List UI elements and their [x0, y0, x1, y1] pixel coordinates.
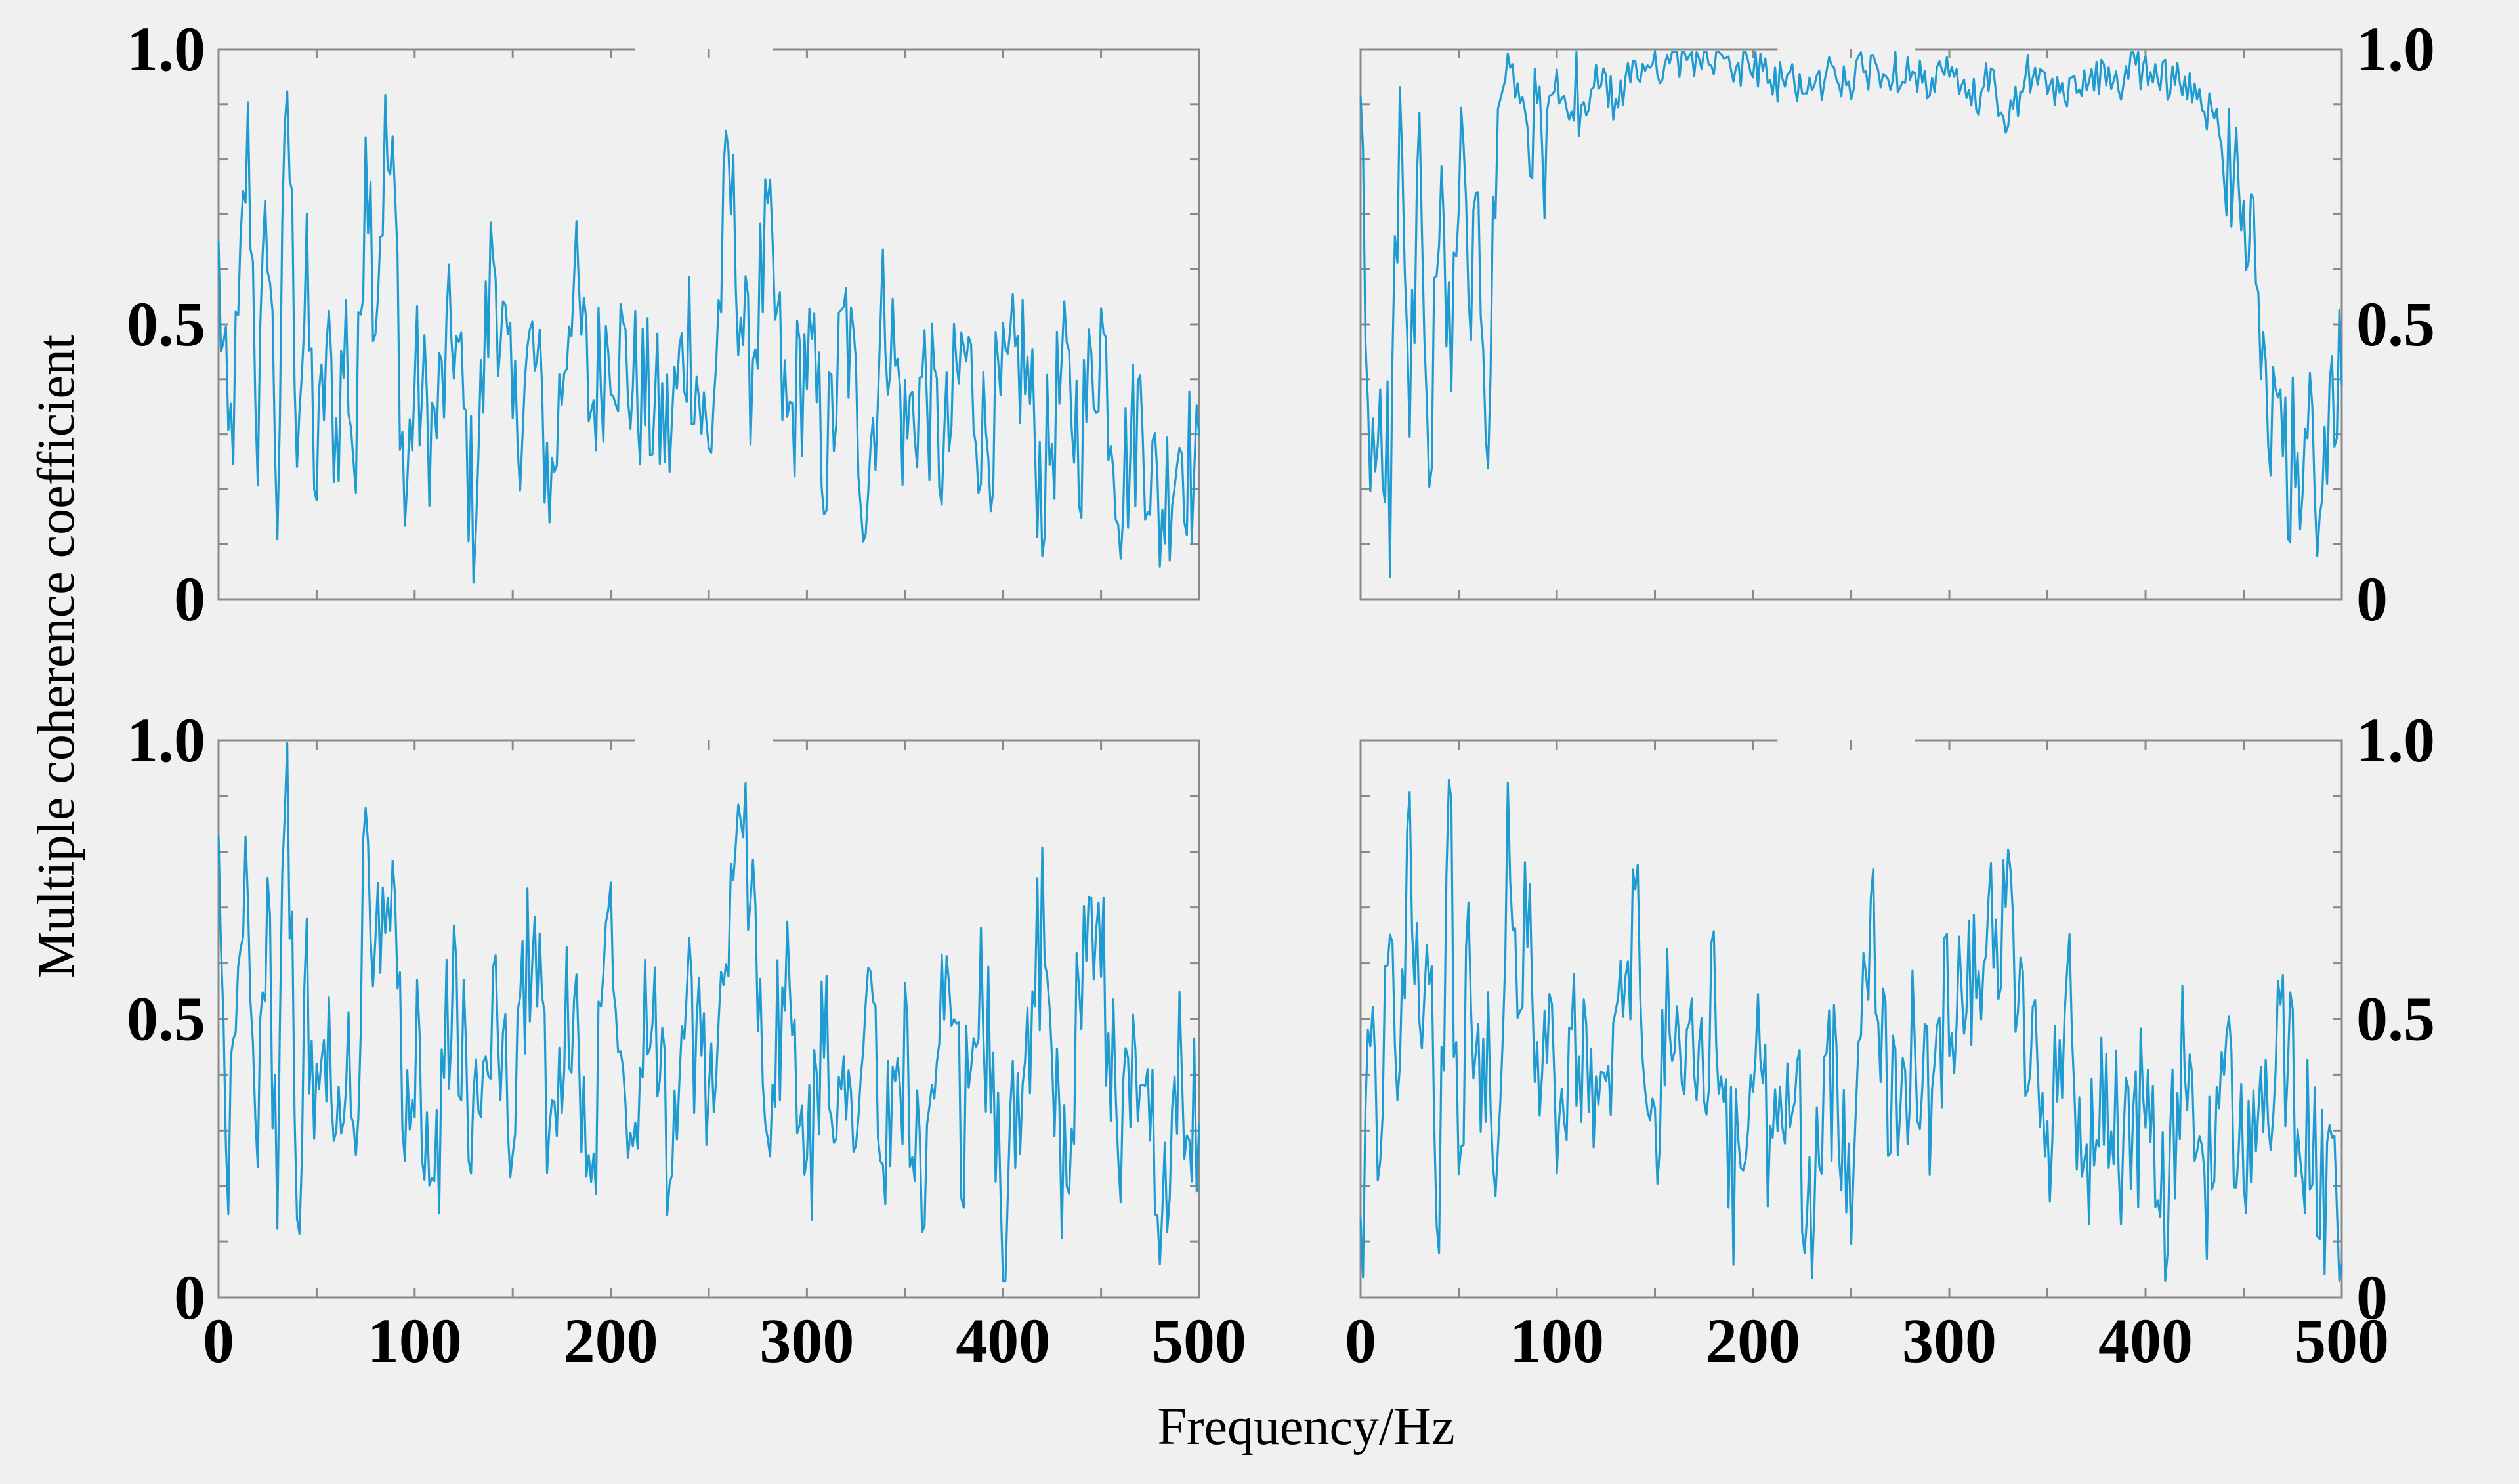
- x-tick-label: 400: [2098, 1305, 2193, 1376]
- frame-gap: [1777, 736, 1915, 744]
- y-tick-label: 0.5: [127, 289, 205, 359]
- x-tick-label: 500: [2295, 1305, 2389, 1376]
- frame-gap: [635, 45, 773, 53]
- y-tick-label: 1.0: [127, 705, 205, 775]
- y-tick-label: 0: [174, 564, 205, 634]
- y-tick-label: 0.5: [127, 984, 205, 1054]
- x-tick-label: 0: [203, 1305, 234, 1376]
- series-line: [1359, 51, 2343, 578]
- x-axis-title: Frequency/Hz: [1157, 1398, 1454, 1456]
- x-tick-label: 0: [1345, 1305, 1376, 1376]
- x-tick-label: 300: [1902, 1305, 1997, 1376]
- y-tick-label: 0: [2356, 564, 2388, 634]
- x-tick-label: 100: [368, 1305, 462, 1376]
- y-axis-title: Multiple coherence coefficient: [28, 335, 85, 978]
- x-tick-label: 300: [759, 1305, 854, 1376]
- y-tick-label: 1.0: [2356, 705, 2435, 775]
- y-tick-label: 0.5: [2356, 289, 2435, 359]
- frame-gap: [1777, 45, 1915, 53]
- x-tick-label: 100: [1510, 1305, 1604, 1376]
- plot-frame: [1359, 48, 2343, 601]
- frame-gap: [635, 736, 773, 744]
- y-tick-label: 1.0: [127, 14, 205, 84]
- panel-top-left: 0 0.5 1.0: [127, 14, 1200, 634]
- y-tick-label: 0: [174, 1262, 205, 1332]
- x-tick-label: 500: [1152, 1305, 1246, 1376]
- y-tick-label: 0: [2356, 1262, 2388, 1332]
- x-tick-label: 400: [956, 1305, 1050, 1376]
- series-line: [217, 742, 1200, 1283]
- panel-bottom-left: 0 0.5 1.0 0 100 200 300 400 500: [127, 705, 1246, 1376]
- series-line: [1359, 778, 2343, 1283]
- y-tick-label: 1.0: [2356, 14, 2435, 84]
- plot-frame: [217, 48, 1200, 601]
- x-tick-label: 200: [1706, 1305, 1800, 1376]
- series-line: [217, 90, 1200, 584]
- panel-top-right: 0 0.5 1.0: [1359, 14, 2435, 634]
- plot-frame: [217, 739, 1200, 1299]
- panel-bottom-right: 0 0.5 1.0 0 100 200 300 400 500: [1345, 705, 2435, 1376]
- x-tick-label: 200: [564, 1305, 658, 1376]
- y-tick-label: 0.5: [2356, 984, 2435, 1054]
